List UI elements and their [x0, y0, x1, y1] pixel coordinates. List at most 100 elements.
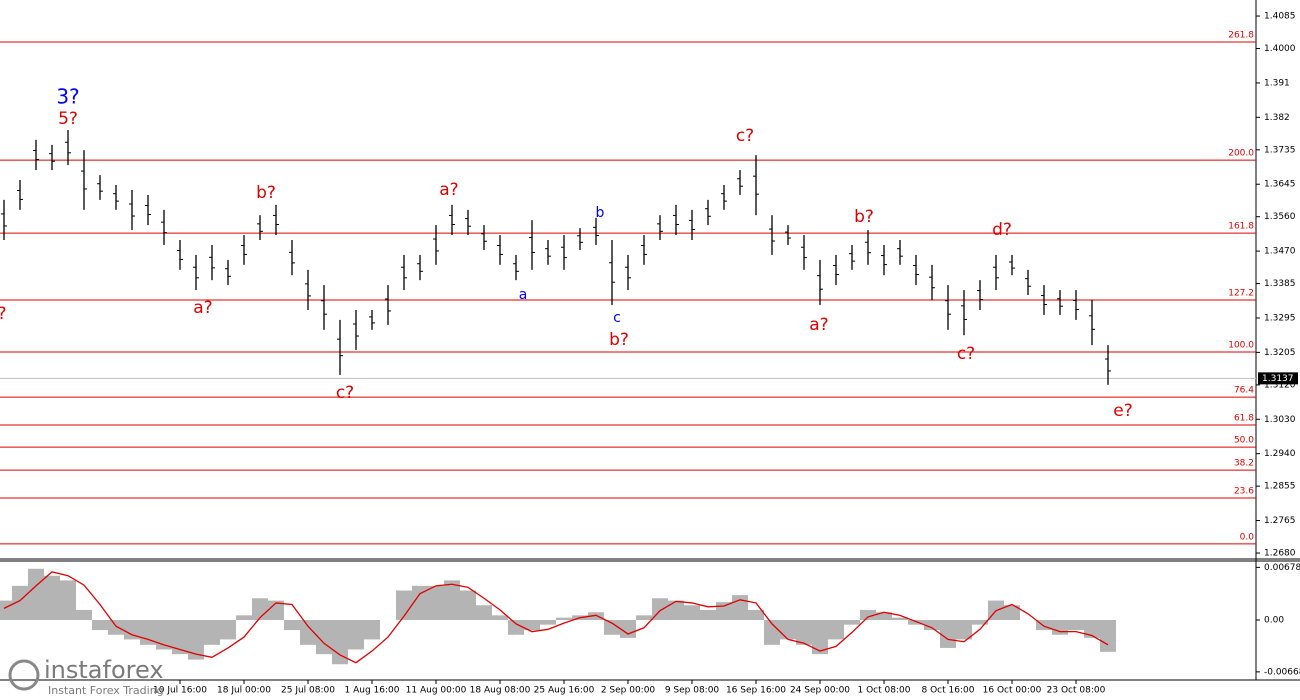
histogram-bar: [1004, 605, 1020, 620]
wave-label: b?: [609, 330, 629, 350]
x-tick-label: 10 Jul 16:00: [153, 686, 207, 696]
histogram-bar: [188, 620, 204, 660]
y-tick-label: 1.4085: [1264, 12, 1296, 22]
y-tick-label: 1.2855: [1264, 482, 1296, 492]
x-tick-label: 2 Sep 00:00: [601, 686, 656, 696]
wave-label: c?: [336, 383, 354, 403]
histogram-bar: [556, 617, 572, 620]
fib-level-label: 23.6: [1234, 486, 1254, 496]
y-tick-label: 1.3385: [1264, 279, 1296, 289]
histogram-bar: [716, 602, 732, 620]
wave-label: ?: [0, 304, 7, 324]
wave-label: 3?: [56, 85, 79, 109]
x-tick-label: 11 Aug 00:00: [406, 686, 467, 696]
x-tick-label: 25 Jul 08:00: [281, 686, 335, 696]
histogram-bar: [1068, 620, 1084, 631]
histogram-bar: [284, 620, 300, 631]
logo-icon: [8, 659, 40, 691]
histogram-bar: [860, 609, 876, 620]
histogram-bar: [0, 600, 12, 620]
histogram-bar: [700, 609, 716, 620]
x-tick-label: 9 Sep 08:00: [665, 686, 720, 696]
histogram-bar: [796, 620, 812, 645]
histogram-bar: [396, 590, 412, 620]
histogram-bar: [252, 598, 268, 620]
fib-level-label: 161.8: [1228, 222, 1254, 232]
x-tick-label: 1 Oct 08:00: [858, 686, 911, 696]
wave-label: a: [519, 287, 528, 303]
histogram-bar: [108, 620, 124, 635]
fib-level-label: 38.2: [1234, 459, 1254, 469]
histogram-bar: [236, 615, 252, 620]
y-tick-label: 1.3295: [1264, 313, 1296, 323]
x-tick-label: 25 Aug 16:00: [534, 686, 595, 696]
histogram-bar: [332, 620, 348, 665]
histogram-bar: [636, 615, 652, 620]
y-tick-label: 1.3735: [1264, 145, 1296, 155]
histogram-bar: [1052, 620, 1068, 635]
histogram-bar: [892, 617, 908, 620]
histogram-bar: [172, 620, 188, 655]
fib-level-label: 200.0: [1228, 149, 1254, 159]
wave-label: b: [596, 205, 605, 221]
histogram-bar: [268, 600, 284, 620]
watermark: instaforex Instant Forex Trading: [8, 656, 164, 697]
x-tick-label: 18 Jul 00:00: [217, 686, 271, 696]
histogram-bar: [908, 620, 924, 625]
y-tick-label: 1.3120: [1264, 380, 1296, 390]
wave-label: a?: [809, 315, 828, 335]
x-tick-label: 16 Oct 00:00: [983, 686, 1042, 696]
histogram-bar: [1036, 620, 1052, 631]
fib-level-label: 76.4: [1234, 386, 1254, 396]
histogram-bar: [92, 620, 108, 631]
y-tick-label: -0.00668: [1264, 667, 1300, 677]
wave-label: c?: [736, 126, 754, 146]
x-tick-label: 24 Sep 00:00: [790, 686, 850, 696]
y-tick-label: 1.2940: [1264, 449, 1296, 459]
histogram-bar: [684, 605, 700, 620]
histogram-bar: [956, 620, 972, 640]
y-tick-label: 0.00678: [1264, 563, 1300, 573]
y-tick-label: 1.3645: [1264, 180, 1296, 190]
wave-label: e?: [1113, 401, 1132, 421]
wave-label: b?: [854, 207, 874, 227]
histogram-bar: [812, 620, 828, 655]
x-tick-label: 23 Oct 08:00: [1047, 686, 1106, 696]
histogram-bar: [220, 620, 236, 640]
x-tick-label: 1 Aug 16:00: [345, 686, 400, 696]
fib-level-label: 100.0: [1228, 340, 1254, 350]
y-tick-label: 1.3030: [1264, 415, 1296, 425]
fib-level-label: 261.8: [1228, 31, 1254, 41]
histogram-bar: [668, 600, 684, 620]
histogram-bar: [588, 612, 604, 620]
histogram-bar: [348, 620, 364, 650]
histogram-bar: [28, 568, 44, 620]
signal-line: [3, 571, 1109, 664]
y-tick-label: 1.2680: [1264, 549, 1296, 559]
histogram-bar: [156, 620, 172, 650]
y-tick-label: 1.2765: [1264, 516, 1296, 526]
y-tick-label: 1.3205: [1264, 348, 1296, 358]
y-tick-label: 1.4000: [1264, 44, 1296, 54]
y-tick-label: 1.3470: [1264, 247, 1296, 257]
histogram-bar: [44, 575, 60, 620]
histogram-bar: [524, 620, 540, 631]
histogram-bar: [364, 620, 380, 640]
last-price-box: [1258, 372, 1298, 385]
wave-label: c?: [957, 344, 975, 364]
histogram-bar: [732, 595, 748, 620]
histogram-bar: [876, 612, 892, 620]
logo-subtitle: Instant Forex Trading: [48, 684, 164, 697]
histogram-bar: [1084, 620, 1100, 638]
y-tick-label: 1.391: [1264, 78, 1290, 88]
histogram-bar: [492, 615, 508, 620]
y-tick-label: 1.3560: [1264, 212, 1296, 222]
histogram-bar: [764, 620, 780, 645]
fib-level-label: 50.0: [1234, 436, 1254, 446]
wave-label: b?: [256, 183, 276, 203]
logo-title: instaforex: [44, 656, 164, 684]
histogram-bar: [828, 620, 844, 640]
histogram-bar: [76, 609, 92, 620]
wave-label: d?: [992, 220, 1012, 240]
